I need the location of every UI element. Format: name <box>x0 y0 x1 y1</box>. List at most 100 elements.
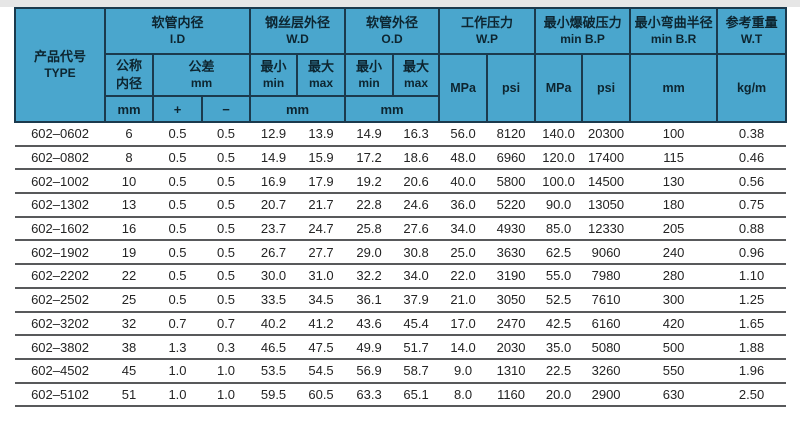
header-nominal-line1: 公称 <box>115 58 142 74</box>
cell: 6160 <box>582 311 631 337</box>
cell: 500 <box>630 335 718 360</box>
cell: 40.0 <box>439 169 488 195</box>
header-od-max-cn: 最大 <box>403 59 430 75</box>
cell: 40.2 <box>250 311 298 337</box>
cell: 602–1002 <box>15 169 105 195</box>
header-wd-min: 最小 min <box>249 53 299 97</box>
cell: 20.6 <box>393 169 440 195</box>
cell: 23.7 <box>250 216 298 242</box>
cell: 45.4 <box>393 311 440 337</box>
cell: 16.9 <box>250 169 298 195</box>
header-group-id-en: I.D <box>169 31 186 46</box>
cell: 24.6 <box>393 193 440 218</box>
cell: 9.0 <box>439 358 488 384</box>
cell: 19.2 <box>345 169 394 195</box>
cell: 51.7 <box>393 335 440 360</box>
header-group-bp-cn: 最小爆破压力 <box>543 15 622 31</box>
cell: 17400 <box>582 145 631 171</box>
cell: 52.5 <box>535 287 583 313</box>
header-nominal-line2: 内径 <box>115 76 142 91</box>
table-row: 602–1602 16 0.5 0.5 23.7 24.7 25.8 27.6 34.0 4930… <box>15 216 787 242</box>
header-row-groups: 产品代号 TYPE 软管内径 I.D 钢丝层外径 W.D 软管外径 O.D 工作… <box>14 7 788 123</box>
cell: 0.5 <box>153 216 202 242</box>
cell: 20.0 <box>535 382 583 408</box>
spec-table: 产品代号 TYPE 软管内径 I.D 钢丝层外径 W.D 软管外径 O.D 工作… <box>14 7 788 408</box>
cell: 1.0 <box>153 382 202 408</box>
header-group-id: 软管内径 I.D <box>103 7 252 55</box>
cell: 31.0 <box>297 264 346 289</box>
header-tolerance-minus: − <box>200 95 252 123</box>
cell: 205 <box>630 216 718 242</box>
cell: 0.5 <box>153 193 202 218</box>
table-row: 602–1902 19 0.5 0.5 26.7 27.7 29.0 30.8 25.0 3630… <box>15 240 787 266</box>
cell: 300 <box>630 287 718 313</box>
cell: 14500 <box>582 169 631 195</box>
header-group-br-cn: 最小弯曲半径 <box>634 15 713 31</box>
table-row: 602–4502 45 1.0 1.0 53.5 54.5 56.9 58.7 9.0 1310 2… <box>15 358 787 384</box>
header-group-bp-en: min B.P <box>560 31 605 46</box>
cell: 602–1302 <box>15 193 105 218</box>
header-nominal-unit: mm <box>104 95 154 123</box>
cell: 5220 <box>487 193 536 218</box>
header-group-wp-en: W.P <box>476 31 499 46</box>
cell: 0.5 <box>202 264 251 289</box>
header-group-bp: 最小爆破压力 min B.P <box>534 7 632 55</box>
cell: 30.0 <box>250 264 298 289</box>
cell: 1.96 <box>717 358 787 384</box>
cell: 1.3 <box>153 335 202 360</box>
header-wp-mpa: MPa <box>438 53 489 123</box>
cell: 1.0 <box>202 382 251 408</box>
cell: 6 <box>105 122 153 147</box>
cell: 42.5 <box>535 311 583 337</box>
cell: 1.25 <box>717 287 787 313</box>
header-od-min-cn: 最小 <box>356 59 383 75</box>
cell: 13.9 <box>297 122 346 147</box>
cell: 602–0802 <box>15 145 105 171</box>
header-wd-max-en: max <box>309 75 334 90</box>
table-row: 602–1002 10 0.5 0.5 16.9 17.9 19.2 20.6 40.0 5800… <box>15 169 787 195</box>
cell: 33.5 <box>250 287 298 313</box>
cell: 602–5102 <box>15 382 105 408</box>
header-group-br-en: min B.R <box>650 31 697 46</box>
cell: 12330 <box>582 216 631 242</box>
cell: 602–3202 <box>15 311 105 337</box>
cell: 16.3 <box>393 122 440 147</box>
cell: 34.5 <box>297 287 346 313</box>
header-group-wd: 钢丝层外径 W.D <box>249 7 347 55</box>
cell: 41.2 <box>297 311 346 337</box>
cell: 0.5 <box>202 216 251 242</box>
cell: 2.50 <box>717 382 787 408</box>
table-row: 602–2502 25 0.5 0.5 33.5 34.5 36.1 37.9 21.0 3050… <box>15 287 787 313</box>
header-nominal: 公称 内径 <box>104 53 154 97</box>
header-od-min-en: min <box>358 75 380 90</box>
cell: 0.5 <box>202 145 251 171</box>
table-row: 602–0802 8 0.5 0.5 14.9 15.9 17.2 18.6 48.0 6960 1… <box>15 145 787 171</box>
cell: 16 <box>105 216 153 242</box>
cell: 65.1 <box>393 382 440 408</box>
header-wd-min-en: min <box>262 75 285 90</box>
cell: 2900 <box>582 382 631 408</box>
header-od-max-en: max <box>404 75 429 90</box>
cell: 25.0 <box>439 240 488 266</box>
header-type-cn: 产品代号 <box>33 49 86 65</box>
cell: 53.5 <box>250 358 298 384</box>
cell: 5080 <box>582 335 631 360</box>
cell: 8.0 <box>439 382 488 408</box>
cell: 1.0 <box>153 358 202 384</box>
cell: 60.5 <box>297 382 346 408</box>
cell: 0.88 <box>717 216 787 242</box>
cell: 63.3 <box>345 382 394 408</box>
cell: 420 <box>630 311 718 337</box>
cell: 32.2 <box>345 264 394 289</box>
cell: 25 <box>105 287 153 313</box>
cell: 13 <box>105 193 153 218</box>
cell: 26.7 <box>250 240 298 266</box>
header-group-wt-cn: 参考重量 <box>725 15 778 31</box>
cell: 45 <box>105 358 153 384</box>
cell: 550 <box>630 358 718 384</box>
cell: 19 <box>105 240 153 266</box>
cell: 15.9 <box>297 145 346 171</box>
header-wd-min-cn: 最小 <box>260 59 287 75</box>
cell: 630 <box>630 382 718 408</box>
header-type: 产品代号 TYPE <box>14 7 106 123</box>
